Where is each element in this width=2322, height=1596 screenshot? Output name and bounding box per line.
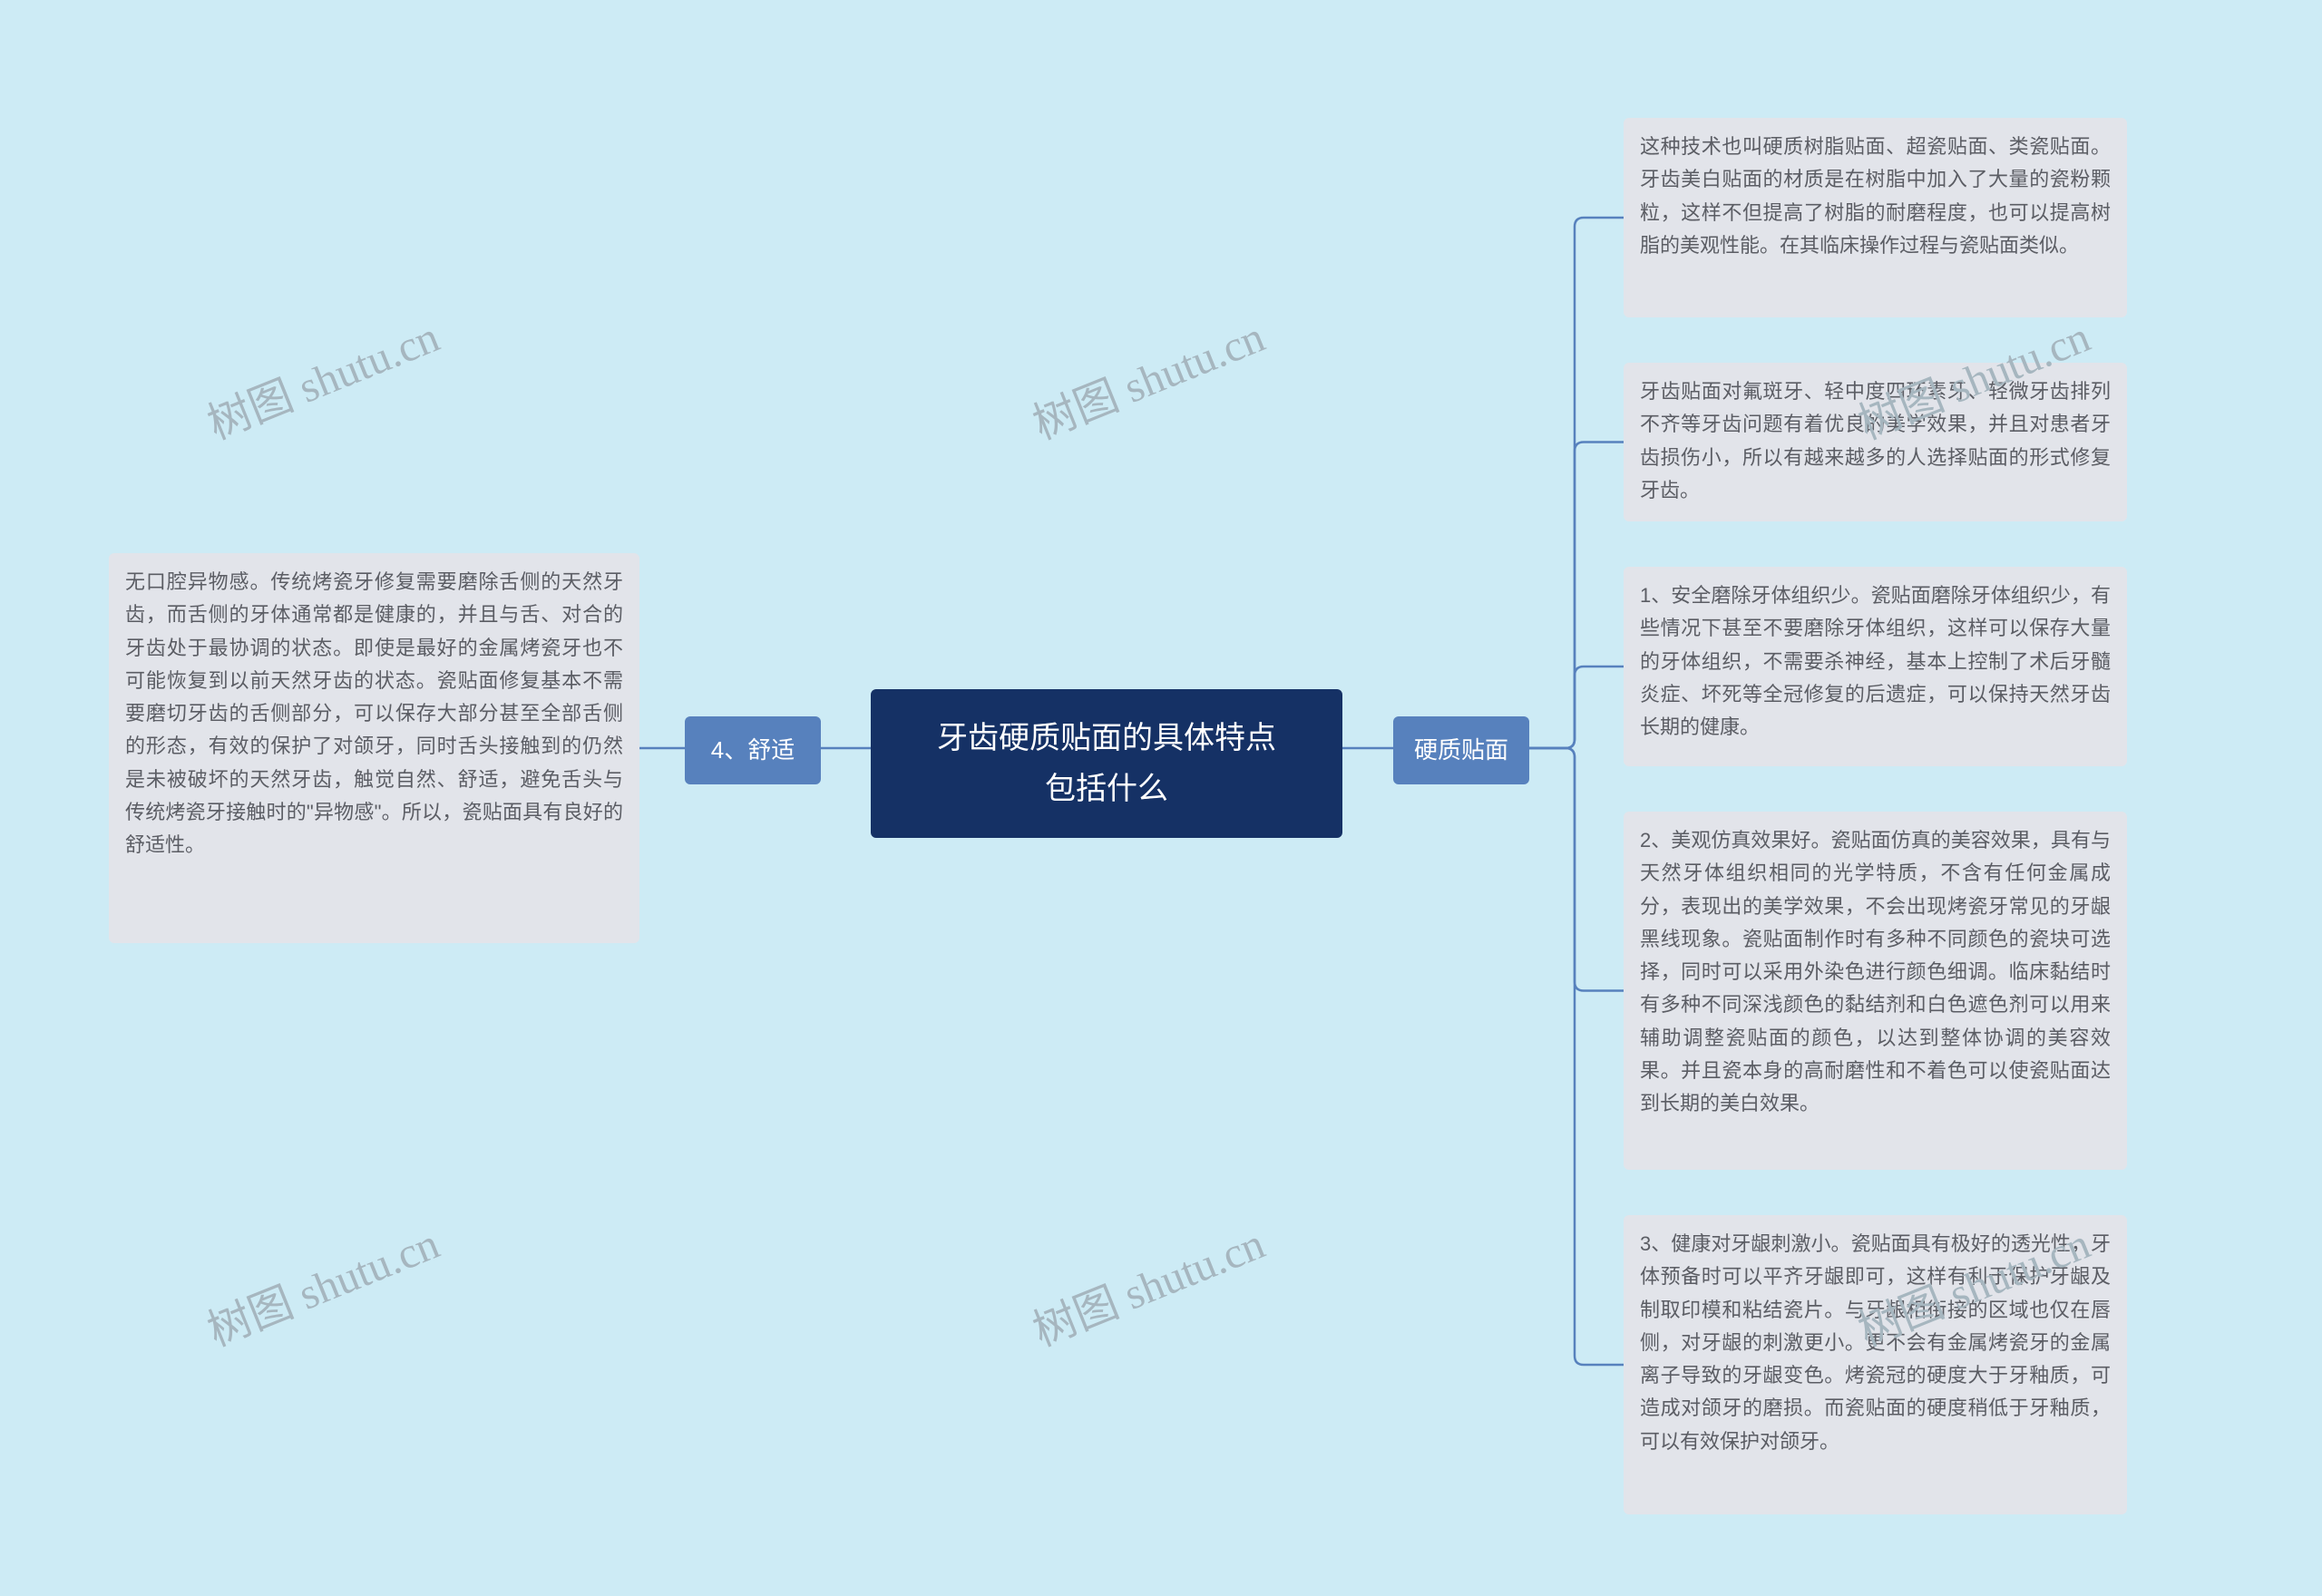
root-node: 牙齿硬质贴面的具体特点包括什么 [871, 689, 1342, 838]
leaf-tech-desc: 这种技术也叫硬质树脂贴面、超瓷贴面、类瓷贴面。牙齿美白贴面的材质是在树脂中加入了… [1624, 118, 2127, 317]
watermark: 树图 shutu.cn [197, 1208, 447, 1358]
leaf-comfort-detail: 无口腔异物感。传统烤瓷牙修复需要磨除舌侧的天然牙齿，而舌侧的牙体通常都是健康的，… [109, 553, 639, 943]
branch-comfort: 4、舒适 [685, 716, 821, 784]
branch-hard-veneer: 硬质贴面 [1393, 716, 1529, 784]
watermark: 树图 shutu.cn [1022, 301, 1273, 452]
leaf-point-2: 2、美观仿真效果好。瓷贴面仿真的美容效果，具有与天然牙体组织相同的光学特质，不含… [1624, 812, 2127, 1170]
leaf-point-3: 3、健康对牙龈刺激小。瓷贴面具有极好的透光性，牙体预备时可以平齐牙龈即可，这样有… [1624, 1215, 2127, 1514]
watermark: 树图 shutu.cn [1022, 1208, 1273, 1358]
mindmap-canvas: 牙齿硬质贴面的具体特点包括什么 4、舒适 硬质贴面 无口腔异物感。传统烤瓷牙修复… [0, 0, 2322, 1596]
leaf-point-1: 1、安全磨除牙体组织少。瓷贴面磨除牙体组织少，有些情况下甚至不要磨除牙体组织，这… [1624, 567, 2127, 766]
watermark: 树图 shutu.cn [197, 301, 447, 452]
leaf-indication: 牙齿贴面对氟斑牙、轻中度四环素牙、轻微牙齿排列不齐等牙齿问题有着优良的美学效果，… [1624, 363, 2127, 521]
